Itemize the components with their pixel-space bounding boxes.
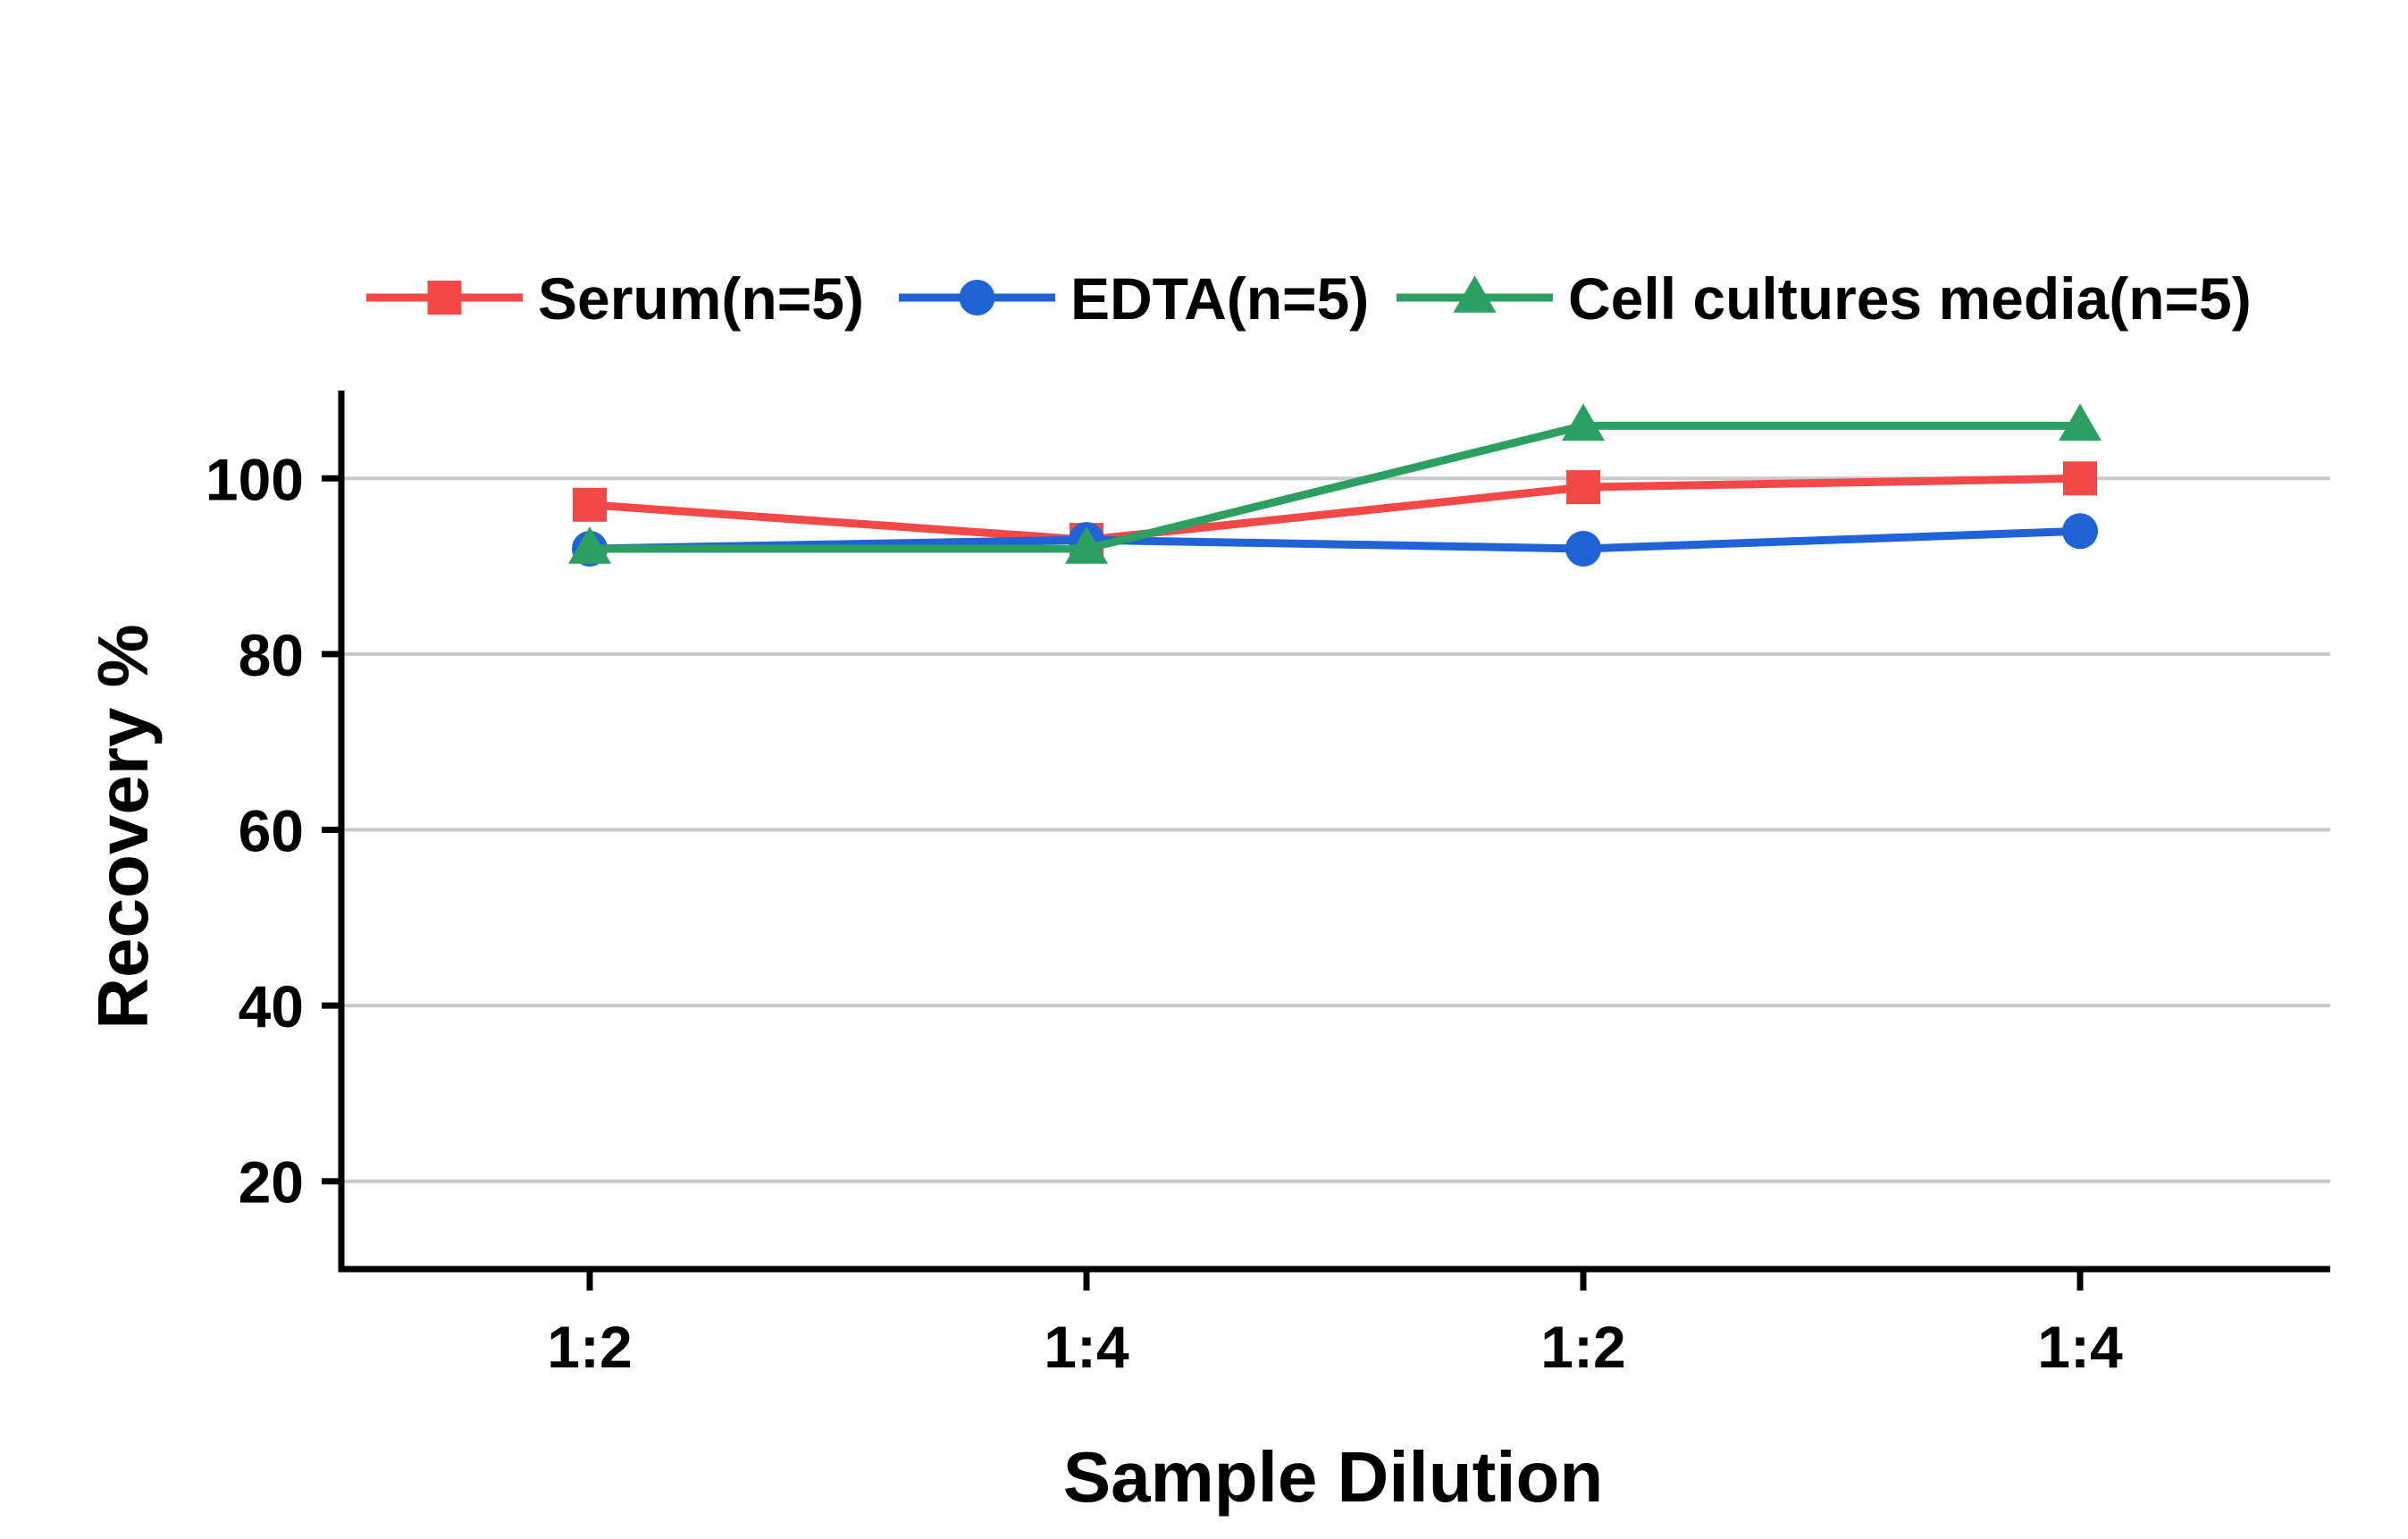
y-tick-label: 60 (239, 798, 304, 864)
legend-item: Serum(n=5) (366, 265, 864, 332)
legend-item: Cell cultures media(n=5) (1397, 265, 2252, 332)
series-line (589, 526, 2081, 553)
legend-label: Serum(n=5) (538, 265, 864, 332)
legend-marker (1453, 275, 1497, 313)
data-point (2059, 403, 2102, 442)
y-tick-label: 80 (239, 622, 304, 688)
y-tick-label: 20 (239, 1149, 304, 1215)
x-axis-title: Sample Dilution (1063, 1437, 1604, 1517)
legend: Serum(n=5) EDTA(n=5) Cell cultures media(n… (366, 265, 2252, 332)
y-tick-label: 100 (206, 446, 304, 512)
x-tick-label: 1:2 (1540, 1314, 1625, 1380)
series-line (590, 421, 2080, 553)
y-axis-title: Recovery % (83, 624, 163, 1030)
data-point (1562, 403, 1605, 442)
series-line (589, 474, 2081, 544)
data-point (1566, 470, 1600, 505)
series-3 (568, 403, 2102, 564)
series-group (568, 403, 2102, 567)
x-tick-label: 1:2 (547, 1314, 632, 1380)
legend-item: EDTA(n=5) (899, 265, 1369, 332)
legend-marker (427, 281, 462, 315)
data-point (2062, 513, 2098, 550)
legend-marker (959, 280, 995, 315)
data-point (1065, 526, 1108, 564)
x-tick-label: 1:4 (1044, 1314, 1129, 1380)
legend-label: Cell cultures media(n=5) (1568, 265, 2252, 332)
data-point (2063, 461, 2097, 496)
y-tick-label: 40 (239, 973, 304, 1039)
legend-label: EDTA(n=5) (1070, 265, 1369, 332)
data-point (573, 487, 607, 522)
grid-lines (341, 476, 2330, 1183)
x-tick-label: 1:4 (2037, 1314, 2123, 1380)
data-point (568, 526, 611, 564)
axes: 20 40 60 80 100 1:2 1:4 1:2 1:4 (206, 391, 2330, 1380)
data-point (1565, 530, 1601, 567)
